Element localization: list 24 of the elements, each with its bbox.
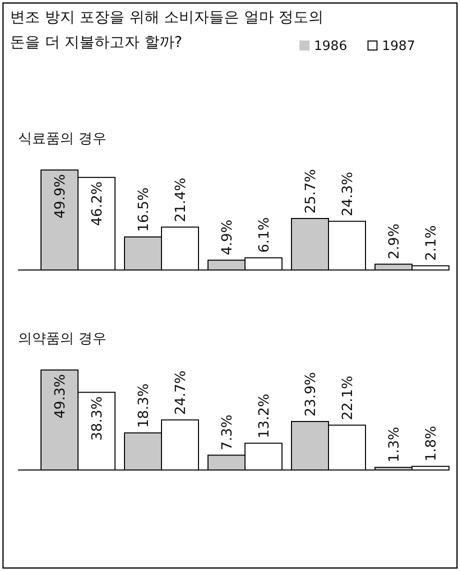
data-label: 23.9% [303,372,319,417]
data-label: 24.7% [173,370,189,415]
data-label: 13.2% [256,394,272,438]
chart-subtitle: 의약품의 경우 [18,331,106,347]
chart-subtitle: 식료품의 경우 [18,131,106,147]
legend-label: 1986 [314,39,348,54]
data-label: 16.5% [136,187,152,232]
data-label: 21.4% [173,178,189,222]
data-label: 22.1% [340,376,356,420]
data-label: 2.1% [424,225,440,261]
data-label: 7.3% [220,414,236,450]
data-label: 46.2% [90,181,106,226]
data-label: 25.7% [303,169,319,214]
data-label: 4.9% [220,220,236,256]
data-label: 2.9% [386,224,402,260]
legend-label: 1987 [382,39,416,54]
data-label: 49.3% [52,374,68,418]
data-label: 6.1% [256,217,272,253]
data-label: 1.3% [386,426,402,462]
data-label: 38.3% [90,396,106,441]
data-label: 49.9% [52,174,68,218]
data-label: 18.3% [136,383,152,428]
data-label: 1.8% [424,426,440,462]
data-label: 24.3% [340,172,356,216]
